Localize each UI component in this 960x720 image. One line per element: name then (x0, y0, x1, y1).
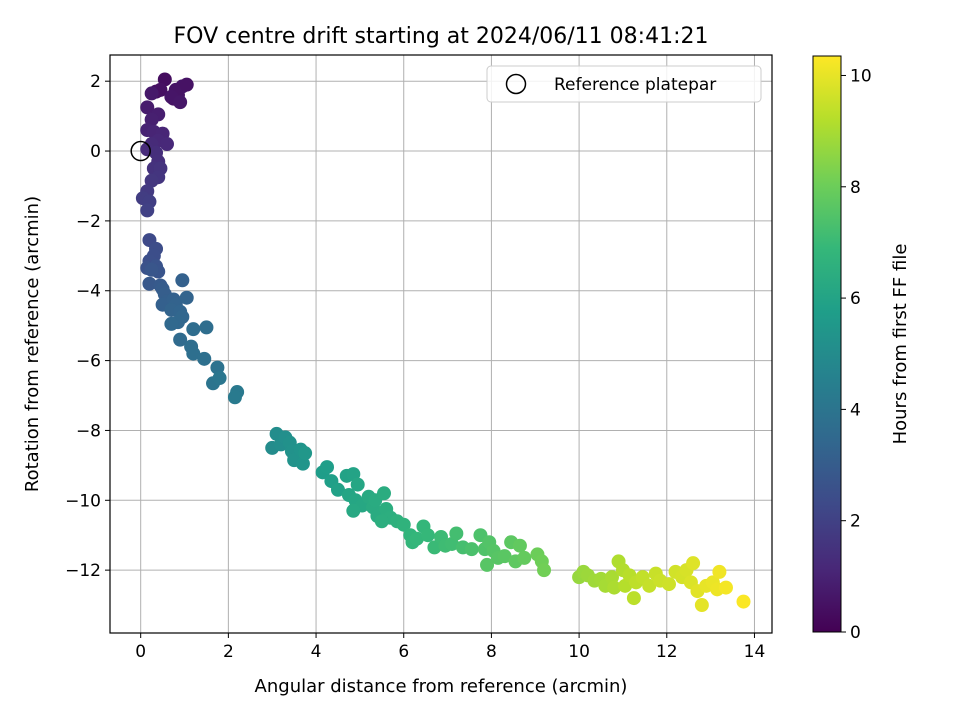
y-tick-label: −10 (65, 491, 101, 511)
data-point (661, 577, 676, 592)
data-point (144, 86, 159, 101)
x-tick-label: 8 (486, 642, 497, 662)
y-tick-label: −8 (76, 421, 101, 441)
data-point (712, 564, 727, 579)
data-point (173, 332, 188, 347)
data-point (718, 580, 733, 595)
data-point (212, 371, 227, 386)
data-point (346, 503, 361, 518)
colorbar-tick-label: 10 (850, 66, 872, 86)
data-point (144, 112, 159, 127)
colorbar (813, 56, 841, 632)
data-point (175, 273, 190, 288)
data-point (427, 540, 442, 555)
colorbar-frame (812, 55, 842, 633)
y-tick-label: −4 (76, 282, 101, 302)
plot-frame (109, 54, 773, 634)
data-point (604, 570, 619, 585)
colorbar-tick-label: 8 (850, 178, 861, 198)
data-point (537, 563, 552, 578)
data-point (607, 580, 622, 595)
colorbar-tick-label: 2 (850, 512, 861, 532)
data-point (346, 467, 361, 482)
data-point (686, 556, 701, 571)
legend: Reference platepar (486, 65, 762, 103)
data-point (140, 100, 155, 115)
data-point (142, 276, 157, 291)
colorbar-ticks: 0 2 4 6 8 10 (841, 66, 872, 643)
data-point (736, 594, 751, 609)
data-point (330, 482, 345, 497)
data-point (140, 203, 155, 218)
data-point (464, 542, 479, 557)
grid (110, 55, 772, 633)
data-point (377, 486, 392, 501)
data-point (298, 446, 313, 461)
chart-title: FOV centre drift starting at 2024/06/11 … (174, 24, 709, 49)
data-point (374, 514, 389, 529)
data-point (618, 578, 633, 593)
x-tick-label: 2 (223, 642, 234, 662)
y-axis-label: Rotation from reference (arcmin) (22, 196, 43, 492)
legend-marker-open-circle (505, 73, 527, 95)
reference-marker-layer (130, 140, 151, 162)
data-point (227, 390, 242, 405)
data-point (396, 517, 411, 532)
axis-ticks: 0 2 4 6 8 10 12 14 2 0 −2 −4 −6 −8 −10 −12 (65, 72, 765, 662)
colorbar-tick-label: 0 (850, 623, 861, 643)
data-point (186, 322, 201, 337)
y-tick-label: 0 (90, 142, 101, 162)
data-point (444, 536, 459, 551)
data-point (186, 346, 201, 361)
colorbar-tick-label: 6 (850, 289, 861, 309)
x-tick-label: 12 (656, 642, 678, 662)
data-point (642, 578, 657, 593)
data-point (694, 598, 709, 613)
data-point (179, 290, 194, 305)
colorbar-label: Hours from first FF file (890, 244, 911, 445)
x-tick-label: 4 (311, 642, 322, 662)
scatter-points (135, 72, 751, 613)
y-tick-label: 2 (90, 72, 101, 92)
legend-box (486, 65, 762, 103)
data-point (199, 320, 214, 335)
data-point (144, 262, 159, 277)
data-point (159, 137, 174, 152)
reference-platepar-marker (130, 140, 151, 162)
data-point (144, 173, 159, 188)
y-tick-label: −6 (76, 352, 101, 372)
data-point (197, 351, 212, 366)
data-point (210, 360, 225, 375)
x-axis-label: Angular distance from reference (arcmin) (255, 676, 628, 697)
data-point (480, 557, 495, 572)
data-point (517, 550, 532, 565)
x-tick-label: 0 (135, 642, 146, 662)
x-tick-label: 10 (568, 642, 590, 662)
data-point (350, 477, 365, 492)
x-tick-label: 14 (744, 642, 766, 662)
y-tick-label: −2 (76, 212, 101, 232)
data-point (409, 531, 424, 546)
data-point (420, 528, 435, 543)
legend-entry-reference-platepar: Reference platepar (554, 75, 716, 95)
data-point (497, 549, 512, 564)
data-point (449, 526, 464, 541)
y-tick-label: −12 (65, 561, 101, 581)
data-point (626, 591, 641, 606)
data-point (179, 77, 194, 92)
data-point (164, 316, 179, 331)
data-point (320, 460, 335, 475)
data-point (157, 72, 172, 87)
data-point (295, 456, 310, 471)
data-point (512, 538, 527, 553)
colorbar-tick-label: 4 (850, 400, 861, 420)
data-point (173, 95, 188, 110)
x-tick-label: 6 (398, 642, 409, 662)
